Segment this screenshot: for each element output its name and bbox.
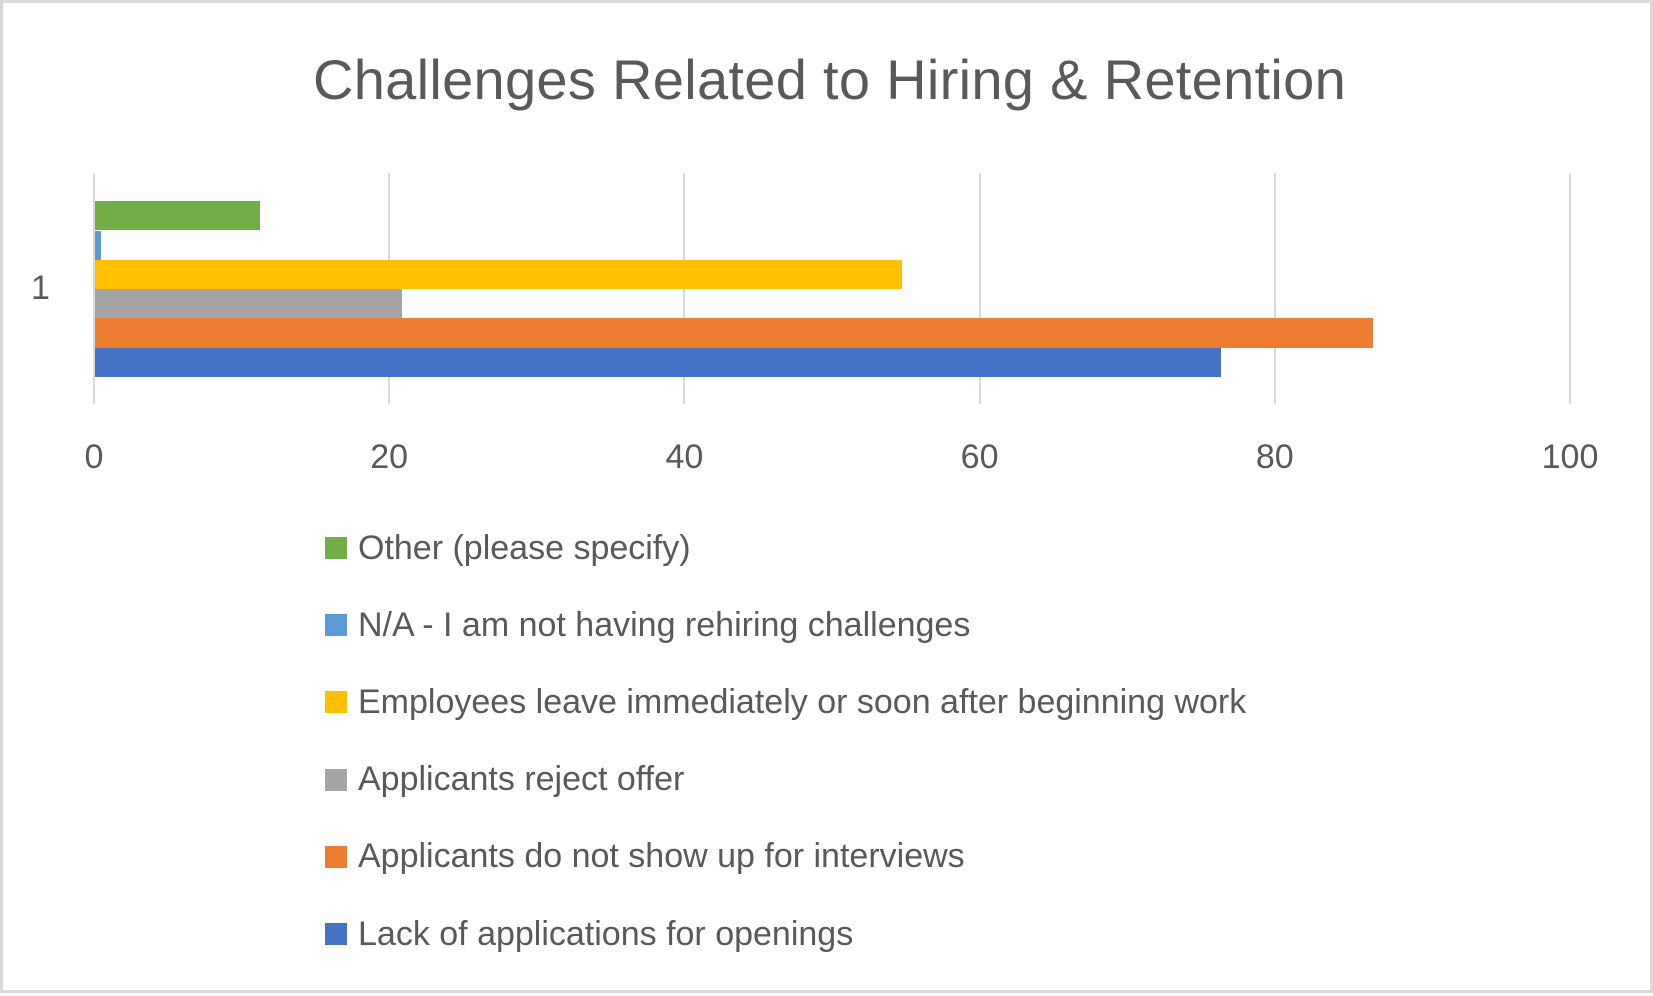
x-tick-label: 60	[960, 438, 999, 476]
legend-swatch-icon	[325, 923, 347, 945]
legend-item[interactable]: Employees leave immediately or soon afte…	[325, 682, 1246, 722]
x-tick-label: 20	[370, 438, 409, 476]
legend-swatch-icon	[325, 614, 347, 637]
legend-label: Lack of applications for openings	[358, 914, 854, 953]
legend-swatch-icon	[325, 691, 347, 714]
legend-item[interactable]: Lack of applications for openings	[325, 914, 853, 954]
legend-swatch-icon	[325, 537, 347, 559]
bar[interactable]	[95, 201, 261, 231]
bar[interactable]	[95, 318, 1374, 348]
legend-item[interactable]: Applicants do not show up for interviews	[325, 837, 965, 877]
legend-item[interactable]: Applicants reject offer	[325, 760, 684, 800]
bar[interactable]	[95, 347, 1222, 377]
bar[interactable]	[95, 230, 101, 260]
gridline	[93, 173, 95, 404]
category-label: 1	[31, 269, 50, 307]
x-tick-label: 80	[1255, 438, 1294, 476]
gridline	[1569, 173, 1571, 404]
legend-label: Applicants do not show up for interviews	[358, 837, 965, 876]
gridline	[978, 173, 981, 404]
x-tick-label: 40	[665, 438, 704, 476]
legend-label: Other (please specify)	[358, 528, 691, 567]
legend-swatch-icon	[325, 768, 347, 791]
x-tick-label: 100	[1541, 438, 1599, 476]
bar[interactable]	[95, 289, 402, 319]
x-tick-label: 0	[84, 438, 104, 476]
legend-label: N/A - I am not having rehiring challenge…	[358, 605, 971, 644]
legend-label: Applicants reject offer	[358, 760, 685, 799]
legend-item[interactable]: Other (please specify)	[325, 528, 691, 568]
plot-area: 1 0 20 40 60 80 100	[3, 3, 1653, 996]
legend-item[interactable]: N/A - I am not having rehiring challenge…	[325, 605, 970, 645]
legend-label: Employees leave immediately or soon afte…	[358, 682, 1247, 721]
chart-title: Challenges Related to Hiring & Retention	[312, 48, 1347, 111]
legend-swatch-icon	[325, 845, 347, 868]
bar[interactable]	[95, 259, 903, 290]
gridline	[1273, 173, 1276, 404]
